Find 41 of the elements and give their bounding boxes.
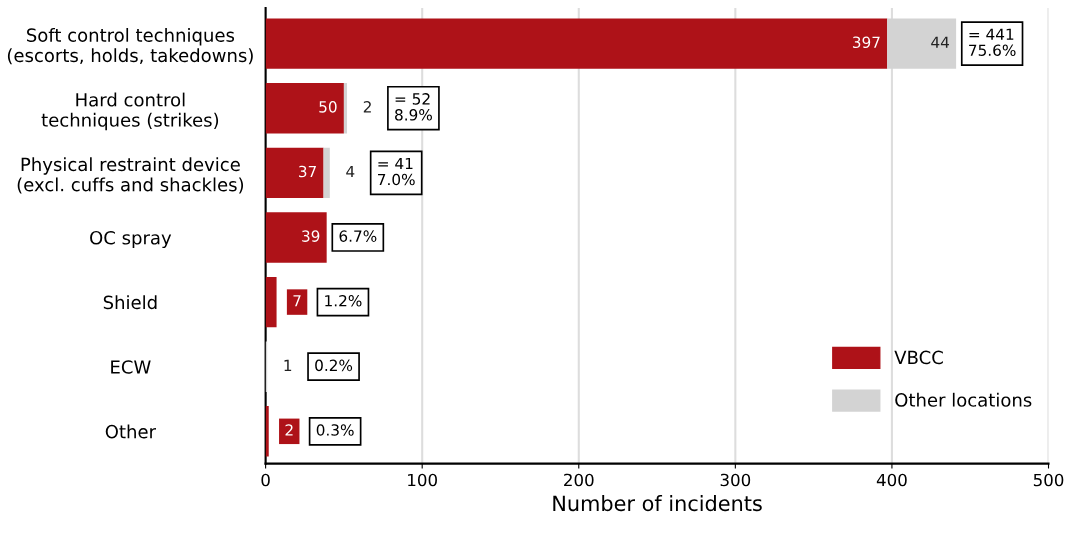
data-label: 2 — [363, 101, 371, 113]
y-tick-label: Other — [105, 424, 156, 439]
y-tick-label: Physical restraint device (excl. cuffs and shackles) — [17, 157, 244, 194]
y-tick-label: ECW — [111, 360, 151, 374]
data-label: 39 — [302, 230, 320, 242]
bar — [265, 212, 327, 263]
data-label: 44 — [931, 36, 950, 48]
y-tick-label: Soft control techniques (escorts, holds, takedowns) — [7, 27, 253, 65]
data-label: 50 — [319, 101, 337, 113]
bar — [265, 147, 324, 199]
x-tick-label: 300 — [720, 473, 751, 487]
data-label: 7 — [293, 295, 301, 307]
bar — [265, 406, 269, 457]
annotation: 0.2% — [315, 359, 353, 372]
bar — [323, 147, 330, 199]
annotation: 1.2% — [325, 294, 362, 307]
x-tick-label: 400 — [876, 473, 907, 487]
x-tick-label: 200 — [564, 473, 594, 487]
x-axis-title: Number of incidents — [553, 495, 762, 512]
annotation: = 52 8.9% — [395, 93, 432, 121]
bar — [343, 83, 348, 134]
data-label: 1 — [284, 359, 292, 371]
data-label: 2 — [285, 424, 293, 436]
x-tick-label: 500 — [1033, 473, 1064, 487]
y-tick-label: OC spray — [90, 230, 172, 249]
legend-label: Other locations — [895, 392, 1032, 407]
data-label: 4 — [346, 165, 355, 178]
annotation: 0.3% — [316, 424, 354, 436]
y-tick-label: Shield — [103, 295, 157, 310]
annotation: 6.7% — [339, 230, 377, 242]
bar — [265, 276, 277, 328]
bar — [265, 83, 344, 134]
x-tick-label: 0 — [261, 473, 270, 487]
annotation: = 441 75.6% — [969, 28, 1016, 56]
data-label: 37 — [299, 165, 316, 178]
x-tick-label: 100 — [408, 473, 437, 487]
annotation: = 41 7.0% — [378, 157, 415, 186]
bar — [265, 18, 888, 69]
data-label: 397 — [852, 36, 880, 49]
legend-label: VBCC — [894, 350, 943, 365]
y-tick-label: Hard control techniques (strikes) — [41, 92, 219, 131]
